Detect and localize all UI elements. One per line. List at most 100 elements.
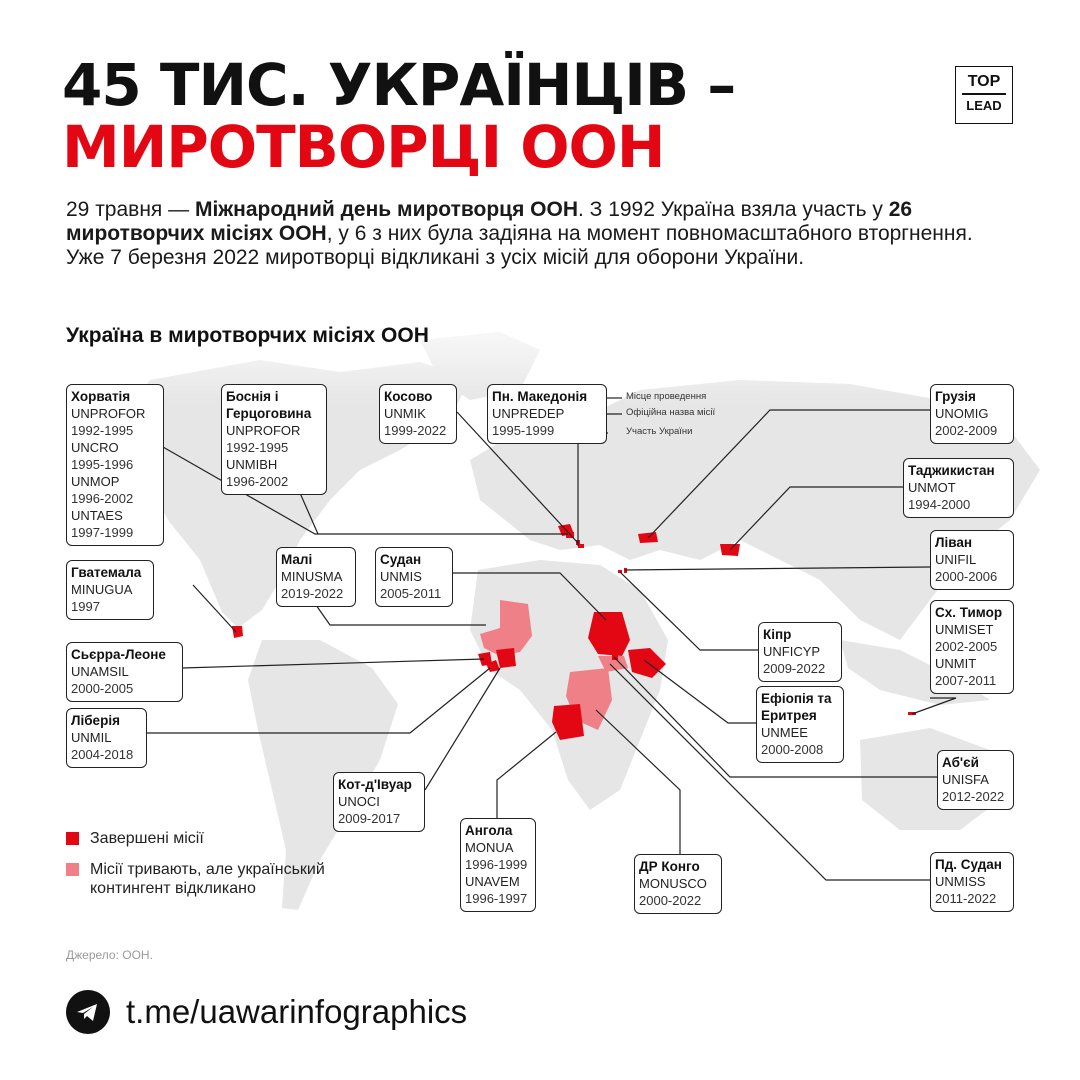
mali-shape xyxy=(480,600,532,656)
line-cyprus xyxy=(619,571,760,651)
legend-completed: Завершені місії xyxy=(66,829,346,849)
line-georgia xyxy=(647,409,932,539)
mission-name: UNAVEM xyxy=(465,874,520,889)
abyei-shape xyxy=(612,654,618,660)
country-label: Косово xyxy=(384,389,433,404)
mission-name: MINUGUA xyxy=(71,582,133,597)
mission-box-east-timor: Сх. Тимор UNMISET 2002-2005 UNMIT 2007-2… xyxy=(930,600,1014,694)
mission-years: 1996-2002 xyxy=(226,474,289,489)
logo-top-text: TOP xyxy=(967,73,1001,90)
mission-name: UNAMSIL xyxy=(71,664,129,679)
sierra-leone-shape xyxy=(478,652,492,666)
mission-name: UNISFA xyxy=(942,772,989,787)
telegram-link[interactable]: t.me/uawarinfographics xyxy=(126,993,468,1030)
line-sudan xyxy=(452,572,607,621)
mission-box-sudan: Судан UNMIS 2005-2011 xyxy=(375,547,453,607)
line-ethiopia xyxy=(643,659,756,724)
mission-name: UNFICYP xyxy=(763,644,821,659)
mission-years: 2011-2022 xyxy=(935,891,997,906)
legend-ongoing: Місії тривають, але український континге… xyxy=(66,860,346,920)
mission-name: UNPROFOR xyxy=(71,406,146,421)
ethiopia-eritrea-shape xyxy=(628,648,666,678)
mission-years: 1999-2022 xyxy=(384,423,447,438)
mission-years: 1997 xyxy=(71,599,100,614)
sudan-shape xyxy=(588,612,630,656)
country-label: Аб'єй xyxy=(942,755,979,770)
mission-box-abyei: Аб'єй UNISFA 2012-2022 xyxy=(937,750,1014,810)
country-label: Судан xyxy=(380,552,422,567)
line-abyei xyxy=(613,656,938,778)
line-east-timor xyxy=(911,697,957,715)
country-label: Малі xyxy=(281,552,313,567)
country-label: ДР Конго xyxy=(639,859,700,874)
map-subtitle: Україна в миротворчих місіях ООН xyxy=(66,324,429,347)
telegram-icon[interactable] xyxy=(66,990,110,1034)
title-line-2: МИРОТВОРЦІ ООН xyxy=(62,113,665,181)
intro-bold-1: Міжнародний день миротворця ООН xyxy=(194,198,579,221)
mission-name: MINUSMA xyxy=(281,569,343,584)
line-cote-divoire xyxy=(424,667,501,791)
mission-box-guatemala: Гватемала MINUGUA 1997 xyxy=(66,560,154,620)
annotation-place: Місце проведення xyxy=(626,391,707,402)
mission-name: UNMIBH xyxy=(226,457,278,472)
mission-years: 2002-2009 xyxy=(935,423,998,438)
line-drc xyxy=(595,709,681,856)
source-note: Джерело: ООН. xyxy=(66,948,153,962)
mission-years: 2007-2011 xyxy=(935,673,997,688)
intro-paragraph: 29 травня — Міжнародний день миротворця … xyxy=(66,198,996,270)
annotation-official: Офіційна назва місії xyxy=(626,407,716,418)
country-label: Пд. Судан xyxy=(935,857,1002,872)
legend-label-completed: Завершені місії xyxy=(90,830,204,847)
mission-years: 2012-2022 xyxy=(942,789,1005,804)
line-guatemala xyxy=(192,584,237,633)
intro-text-1: 29 травня — xyxy=(66,198,195,221)
map-fade xyxy=(0,300,1080,600)
logo-divider xyxy=(962,93,1006,95)
mission-years: 2000-2008 xyxy=(761,742,824,757)
mission-box-mali: Малі MINUSMA 2019-2022 xyxy=(276,547,356,607)
mission-box-drc: ДР Конго MONUSCO 2000-2022 xyxy=(634,854,722,914)
mission-years: 1995-1999 xyxy=(492,423,555,438)
mission-box-georgia: Грузія UNOMIG 2002-2009 xyxy=(930,384,1014,444)
line-angola xyxy=(496,731,557,818)
mission-years: 1996-1997 xyxy=(465,891,528,906)
top-lead-logo: TOP LEAD xyxy=(955,66,1013,124)
logo-bottom-text: LEAD xyxy=(966,97,1002,113)
cote-divoire-shape xyxy=(496,648,516,668)
mission-name: UNPREDEP xyxy=(492,406,565,421)
mission-name: UNMOP xyxy=(71,474,120,489)
mission-years: 2000-2005 xyxy=(71,681,134,696)
annotation-participation: Участь України xyxy=(626,426,693,437)
country-label: Пн. Македонія xyxy=(492,389,588,404)
mission-name: UNMIT xyxy=(935,656,977,671)
mission-name: UNCRO xyxy=(71,440,119,455)
title-line-1: 45 ТИС. УКРАЇНЦІВ – xyxy=(62,51,736,119)
mission-years: 1995-1996 xyxy=(71,457,134,472)
mission-name: UNMIS xyxy=(380,569,422,584)
mission-name: UNMIL xyxy=(71,730,112,745)
legend-swatch-completed xyxy=(66,832,79,845)
country-label: Ліван xyxy=(935,535,973,550)
mission-name: UNMEE xyxy=(761,725,808,740)
country-label: Ефіопія та Еритрея xyxy=(761,691,832,723)
country-label: Грузія xyxy=(935,389,976,404)
mission-box-lebanon: Ліван UNIFIL 2000-2006 xyxy=(930,530,1014,590)
mission-name: UNOMIG xyxy=(935,406,989,421)
macedonia-shape xyxy=(578,544,584,548)
mission-name: UNOCI xyxy=(338,794,380,809)
south-sudan-shape xyxy=(598,656,628,672)
country-label: Кіпр xyxy=(763,627,792,642)
mission-name: UNPROFOR xyxy=(226,423,301,438)
angola-shape xyxy=(552,704,584,740)
mission-years: 2000-2006 xyxy=(935,569,998,584)
mission-box-croatia: Хорватія UNPROFOR 1992-1995 UNCRO 1995-1… xyxy=(66,384,164,546)
mission-box-cote-divoire: Кот-д'Івуар UNOCI 2009-2017 xyxy=(333,772,425,832)
mission-years: 1996-1999 xyxy=(465,857,528,872)
guatemala-shape xyxy=(232,626,243,638)
country-label: Хорватія xyxy=(71,389,131,404)
mission-box-south-sudan: Пд. Судан UNMISS 2011-2022 xyxy=(930,852,1014,912)
mission-box-kosovo: Косово UNMIK 1999-2022 xyxy=(379,384,457,444)
page-title: 45 ТИС. УКРАЇНЦІВ – МИРОТВОРЦІ ООН xyxy=(62,51,736,181)
mission-years: 2019-2022 xyxy=(281,586,344,601)
